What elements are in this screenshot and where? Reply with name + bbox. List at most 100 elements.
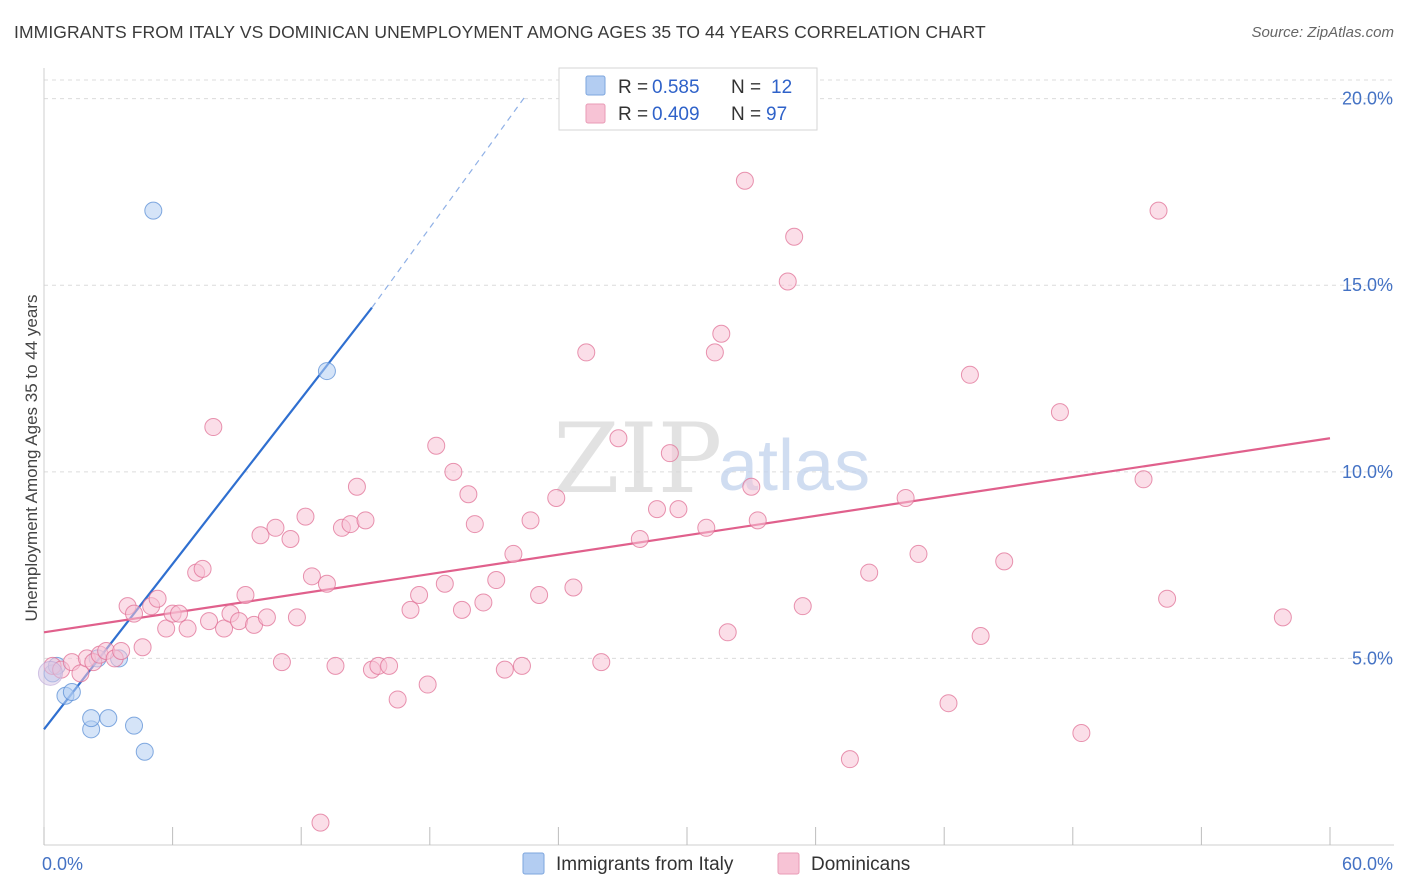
dominican-point-11 xyxy=(125,604,144,623)
dominican-point-85 xyxy=(909,544,928,563)
dominican-point-88 xyxy=(971,627,990,646)
legend-swatch-italy xyxy=(585,75,606,96)
dominican-point-33 xyxy=(287,608,306,627)
dominican-point-86 xyxy=(939,694,958,713)
dominican-point-9 xyxy=(112,641,131,660)
y-axis-label: Unemployment Among Ages 35 to 44 years xyxy=(22,295,41,622)
italy-point-11 xyxy=(144,201,163,220)
dominican-point-40 xyxy=(341,515,360,534)
legend-n-label-italy: N = xyxy=(731,77,761,98)
dominican-point-47 xyxy=(401,600,420,619)
overlap-point xyxy=(37,660,63,686)
dominican-point-30 xyxy=(266,518,285,537)
dominican-point-14 xyxy=(148,589,167,608)
dominican-point-52 xyxy=(444,462,463,481)
dominican-point-54 xyxy=(459,485,478,504)
dominican-point-76 xyxy=(735,171,754,190)
legend-r-value-italy: 0.585 xyxy=(652,77,700,98)
data-points xyxy=(37,171,1292,832)
dominican-point-92 xyxy=(1134,470,1153,489)
dominican-point-51 xyxy=(435,574,454,593)
dominican-point-60 xyxy=(512,656,531,675)
italy-point-10 xyxy=(135,742,154,761)
dominican-point-26 xyxy=(236,585,255,604)
x-tick-label-max: 60.0% xyxy=(1342,854,1393,874)
watermark-zip: ZIP xyxy=(553,403,722,515)
legend-bottom: Immigrants from Italy Dominicans xyxy=(522,852,910,875)
bottom-legend-label-dominicans: Dominicans xyxy=(811,854,910,875)
legend-n-value-dominicans: 97 xyxy=(766,104,787,125)
dominican-point-70 xyxy=(660,444,679,463)
dominican-point-32 xyxy=(281,530,300,548)
trend-line-italy-extension xyxy=(371,94,527,308)
dominican-point-79 xyxy=(778,272,797,291)
dominican-point-75 xyxy=(718,623,737,642)
italy-point-12 xyxy=(317,362,336,381)
dominican-point-38 xyxy=(326,656,345,675)
dominican-point-53 xyxy=(452,600,471,619)
dominican-point-18 xyxy=(178,619,197,638)
dominican-point-71 xyxy=(669,500,688,519)
dominican-point-93 xyxy=(1149,201,1168,220)
italy-point-6 xyxy=(82,709,101,728)
legend-r-value-dominicans: 0.409 xyxy=(652,104,700,125)
dominican-point-74 xyxy=(712,324,731,343)
dominican-point-35 xyxy=(302,567,321,586)
bottom-legend-label-italy: Immigrants from Italy xyxy=(556,854,734,875)
dominican-point-23 xyxy=(215,619,234,638)
dominican-point-28 xyxy=(251,526,270,545)
dominican-point-56 xyxy=(474,593,493,612)
dominican-point-62 xyxy=(530,585,549,604)
italy-point-3 xyxy=(62,683,81,701)
legend-swatch-dominicans xyxy=(585,103,606,124)
legend-r-label-italy: R = xyxy=(618,77,648,98)
dominican-point-41 xyxy=(347,477,366,496)
dominican-point-37 xyxy=(317,574,336,593)
dominican-point-49 xyxy=(418,675,437,694)
y-tick-label-2: 15.0% xyxy=(1342,275,1393,295)
dominican-point-55 xyxy=(465,515,484,534)
dominican-point-29 xyxy=(257,608,276,627)
dominican-point-73 xyxy=(705,343,724,362)
dominican-point-67 xyxy=(609,429,628,448)
dominican-point-90 xyxy=(1050,403,1069,422)
dominican-point-82 xyxy=(840,750,859,769)
axes xyxy=(43,68,1394,846)
dominican-point-20 xyxy=(193,559,212,578)
dominican-point-45 xyxy=(380,656,399,675)
dominican-point-25 xyxy=(230,612,249,631)
bottom-legend-swatch-italy xyxy=(522,852,545,875)
dominican-point-65 xyxy=(577,343,596,362)
dominican-point-48 xyxy=(410,585,429,604)
dominican-point-69 xyxy=(647,500,666,519)
italy-point-7 xyxy=(99,709,118,728)
dominican-point-89 xyxy=(995,552,1014,571)
dominican-point-21 xyxy=(200,612,219,631)
dominican-point-61 xyxy=(521,511,540,530)
dominican-point-87 xyxy=(960,365,979,384)
dominican-point-63 xyxy=(547,488,566,507)
grid-lines xyxy=(44,79,1394,659)
y-tick-label-0: 5.0% xyxy=(1352,648,1393,668)
bottom-legend-swatch-dominicans xyxy=(777,852,800,875)
dominican-point-83 xyxy=(860,563,879,582)
dominican-point-66 xyxy=(592,653,611,672)
dominican-point-36 xyxy=(311,813,330,832)
legend-n-label-dominicans: N = xyxy=(731,104,761,125)
dominican-point-94 xyxy=(1158,589,1177,608)
chart-title: IMMIGRANTS FROM ITALY VS DOMINICAN UNEMP… xyxy=(14,22,986,42)
dominican-point-80 xyxy=(785,227,804,246)
dominican-point-84 xyxy=(896,488,915,507)
dominican-point-57 xyxy=(487,571,506,590)
watermark: ZIP atlas xyxy=(553,403,870,515)
dominican-point-17 xyxy=(170,604,189,623)
dominican-point-42 xyxy=(356,511,375,530)
dominican-point-34 xyxy=(296,507,315,526)
dominican-point-58 xyxy=(495,660,514,679)
dominican-point-3 xyxy=(71,664,90,683)
dominican-point-81 xyxy=(793,597,812,616)
dominican-point-64 xyxy=(564,578,583,597)
legend-n-value-italy: 12 xyxy=(771,77,792,98)
dominican-point-22 xyxy=(204,418,223,437)
